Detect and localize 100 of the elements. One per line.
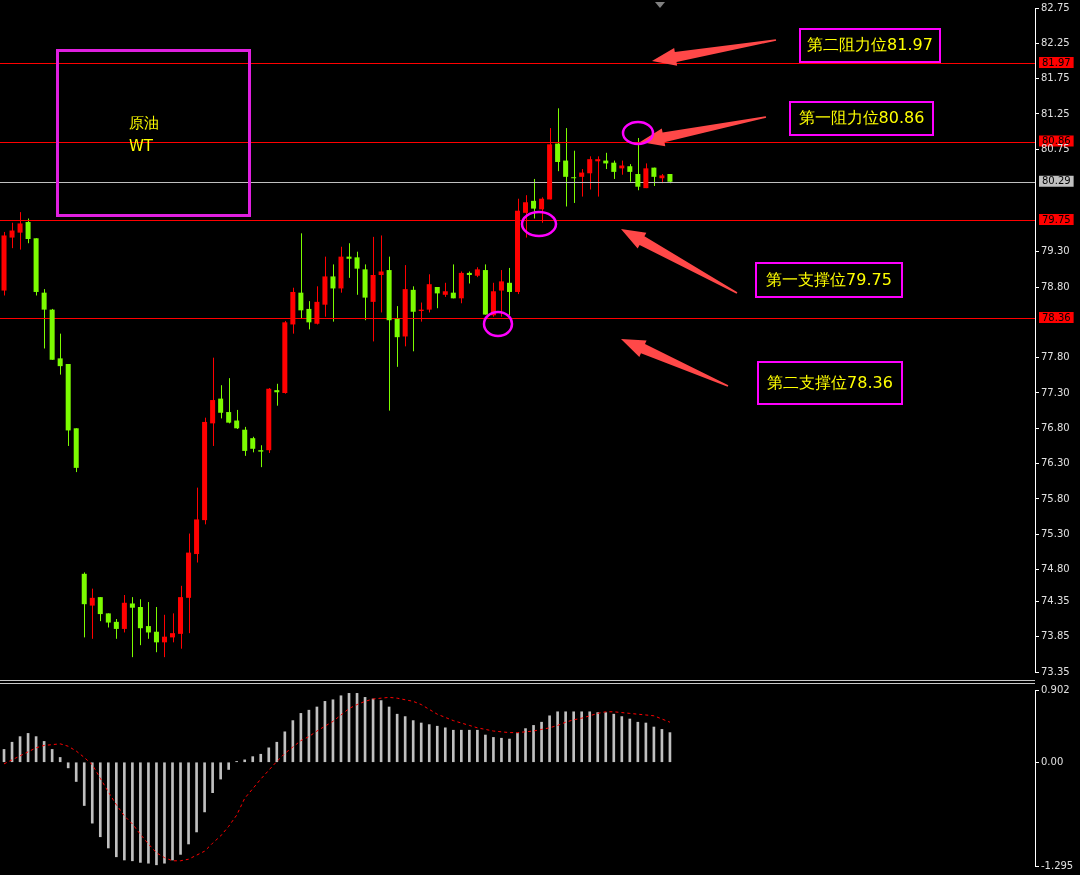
bar — [58, 757, 62, 763]
y-tick-label: 0.902 — [1041, 683, 1070, 695]
y-tick-label: 81.25 — [1041, 107, 1070, 119]
candlestick — [210, 357, 216, 447]
bar — [283, 731, 287, 763]
bar — [612, 713, 616, 763]
candlestick — [563, 127, 569, 207]
y-tick-label: 0.00 — [1041, 755, 1064, 767]
candlestick — [611, 160, 617, 180]
bar — [115, 762, 118, 858]
candlestick — [234, 409, 240, 430]
candlestick — [635, 137, 641, 191]
candlestick — [153, 606, 159, 653]
bar — [556, 711, 559, 763]
candlestick — [506, 267, 512, 316]
y-tick-label: 82.25 — [1041, 36, 1070, 48]
candlestick — [113, 618, 119, 640]
text: 原油 — [129, 114, 159, 133]
annotation: 第一支撑位79.75 — [755, 262, 903, 298]
bar — [484, 734, 487, 763]
bar — [155, 762, 158, 866]
ref-line-label: 80.29 — [1042, 175, 1071, 187]
candlestick — [57, 333, 63, 376]
y-tick-label: 73.85 — [1041, 630, 1070, 642]
bar — [90, 762, 94, 824]
candlestick — [218, 384, 224, 419]
candlestick — [410, 285, 416, 352]
candlestick — [394, 305, 400, 368]
bar — [195, 762, 198, 833]
bar — [468, 729, 471, 763]
annotation: 第二阻力位81.97 — [799, 28, 941, 63]
candlestick — [330, 263, 336, 323]
bar — [548, 715, 551, 763]
bar — [259, 753, 263, 763]
candlestick — [226, 377, 232, 424]
bar — [628, 718, 632, 763]
y-tick-label: 77.80 — [1041, 351, 1070, 363]
candlestick — [145, 601, 151, 640]
bar — [604, 712, 608, 763]
bar — [460, 729, 463, 763]
candlestick — [242, 426, 248, 457]
candlestick — [9, 222, 15, 249]
bar — [500, 737, 503, 763]
y-tick-label: 74.80 — [1041, 563, 1070, 575]
ref-line-label: 79.75 — [1042, 213, 1071, 225]
y-tick-label: 77.30 — [1041, 386, 1070, 398]
bar — [187, 762, 190, 845]
bar — [147, 762, 150, 864]
bar — [267, 747, 271, 763]
bar — [123, 762, 126, 861]
y-tick-label: 76.30 — [1041, 457, 1070, 469]
candlestick — [306, 300, 312, 330]
bar — [588, 711, 592, 763]
y-tick-label: 74.35 — [1041, 594, 1070, 606]
candlestick — [97, 596, 103, 622]
line-series — [3, 696, 671, 862]
candlestick — [169, 612, 176, 643]
bar — [411, 720, 415, 763]
text: WT — [129, 137, 153, 155]
candlestick — [129, 596, 135, 658]
y-tick-label: 78.80 — [1041, 280, 1070, 292]
bar — [564, 711, 567, 763]
bar — [435, 725, 439, 763]
y-tick-label: 81.75 — [1041, 72, 1070, 84]
y-tick-label: 75.80 — [1041, 492, 1070, 504]
candlestick — [555, 107, 561, 172]
bar — [203, 762, 206, 813]
bar — [219, 762, 222, 780]
y-tick-label: 76.80 — [1041, 421, 1070, 433]
candlestick — [25, 218, 31, 244]
bar — [74, 762, 78, 782]
bar — [163, 762, 166, 864]
bar — [580, 711, 584, 763]
annotation: 第一阻力位80.86 — [789, 101, 934, 136]
candlestick — [274, 383, 280, 407]
y-tick-label: 75.30 — [1041, 527, 1070, 539]
y-tick-label: 82.75 — [1041, 1, 1070, 13]
bar — [572, 711, 575, 763]
candlestick — [579, 168, 585, 198]
annotation: 第二支撑位78.36 — [757, 361, 903, 405]
candlestick — [378, 234, 384, 313]
bar — [451, 729, 455, 763]
y-tick-label: 73.35 — [1041, 665, 1070, 677]
bar — [139, 762, 142, 863]
y-tick-label: -1.295 — [1041, 859, 1074, 871]
ref-line-label: 78.36 — [1042, 311, 1071, 323]
bar — [179, 762, 182, 855]
candlestick — [298, 232, 304, 319]
bar — [251, 756, 255, 763]
bar — [106, 762, 110, 849]
bar — [524, 728, 527, 763]
bar — [403, 716, 407, 763]
bar — [476, 729, 479, 763]
candlestick — [531, 178, 537, 219]
ref-line-label: 81.97 — [1042, 56, 1071, 68]
candlestick — [587, 155, 593, 191]
bar — [419, 722, 423, 763]
bar — [427, 724, 431, 763]
bar — [508, 738, 511, 763]
candlestick — [643, 162, 649, 189]
